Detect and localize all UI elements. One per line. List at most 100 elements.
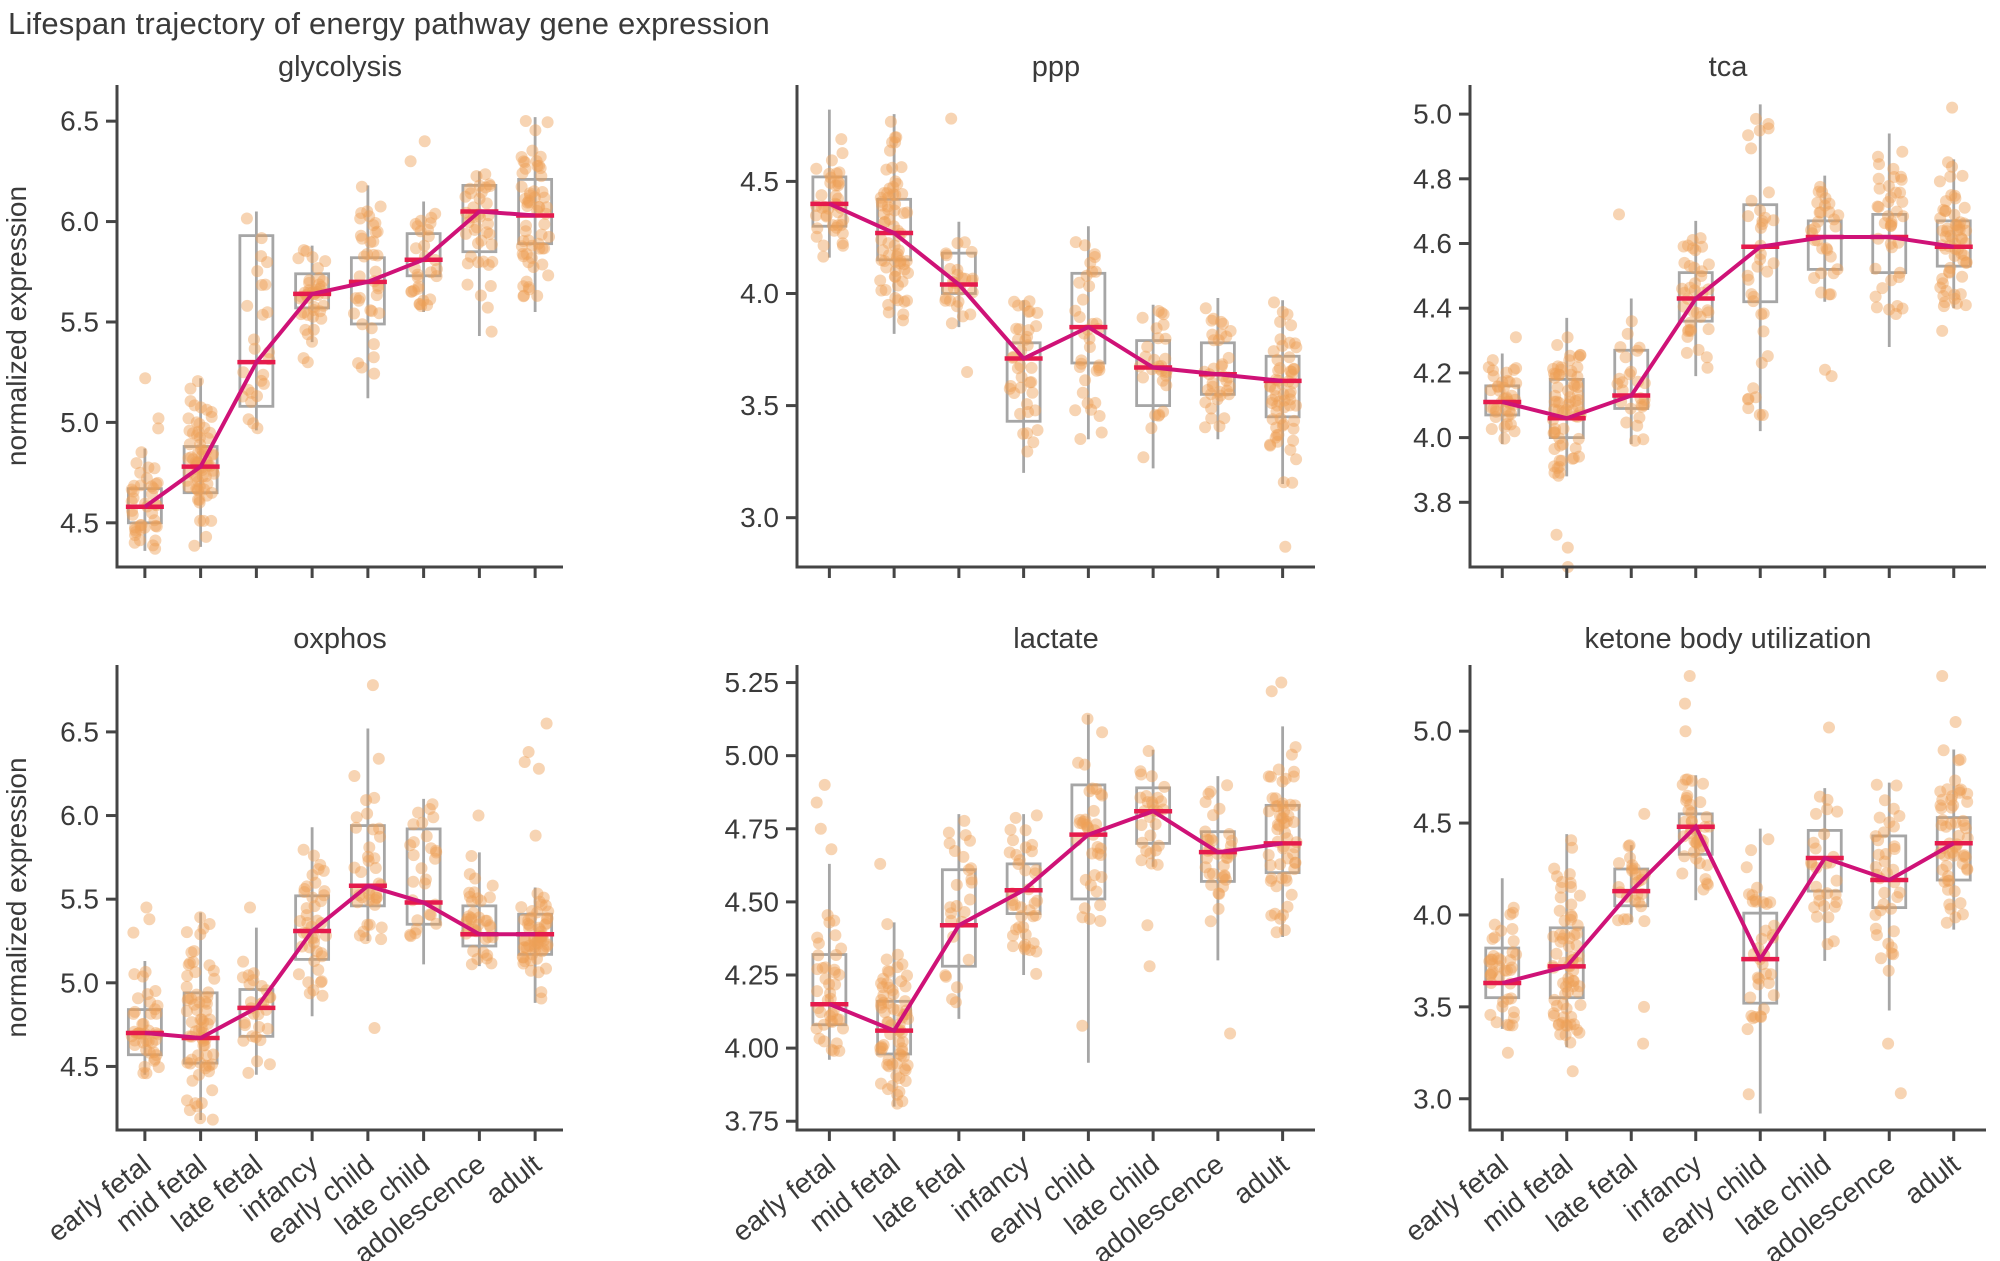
data-point [874,857,887,870]
data-point [533,895,546,908]
data-point [1025,845,1038,858]
data-point [877,972,890,985]
data-point [1274,858,1287,871]
data-point [193,496,206,509]
data-point [1083,912,1096,925]
y-tick-label: 4.50 [725,886,780,917]
data-point [255,232,268,245]
data-point [1271,800,1284,813]
data-point [817,239,830,252]
data-point [519,162,532,175]
data-point [1878,217,1891,230]
data-point [1207,334,1220,347]
data-point [1873,811,1886,824]
data-point [411,271,424,284]
data-point [1701,361,1714,374]
data-point [1264,770,1277,783]
data-point [1809,842,1822,855]
data-point [313,278,326,291]
data-point [880,163,893,176]
data-point [1507,901,1520,914]
data-point [1135,854,1148,867]
data-point [142,1035,155,1048]
data-point [1872,150,1884,163]
data-point [523,922,536,935]
data-point [1288,765,1300,778]
data-point [1547,930,1560,943]
data-point [1753,408,1766,421]
y-tick-label: 6.5 [60,716,99,747]
data-point [887,188,900,201]
data-point [194,514,207,527]
data-point [1074,433,1087,445]
data-point [1270,926,1283,939]
data-point [540,917,553,930]
data-point [895,161,908,174]
data-point [1093,359,1106,372]
y-tick-label: 3.5 [740,390,779,421]
data-point [418,135,431,148]
box [1548,377,1585,440]
data-point [1957,814,1970,827]
data-point [901,294,913,307]
data-point [364,236,377,249]
data-point [1137,451,1150,464]
data-point [371,249,384,262]
data-point [1695,265,1708,278]
data-point [1887,863,1900,876]
data-point [1014,381,1027,394]
data-point [472,809,485,822]
box-whisker-layer [126,117,554,551]
y-tick-label: 5.0 [1413,99,1452,130]
data-point [1281,900,1294,913]
data-point [518,941,530,954]
data-point [473,179,486,192]
data-point [874,274,887,287]
data-point [1678,286,1691,299]
data-point [1142,745,1155,757]
data-point [242,969,255,982]
data-point [300,902,313,915]
data-point [1870,778,1883,791]
data-point [1501,1046,1514,1059]
data-point [889,188,902,201]
data-point [1948,189,1961,202]
data-point [184,1057,197,1070]
data-point [1548,371,1561,384]
data-point [1680,794,1693,807]
data-point [1954,753,1967,766]
data-point [1553,904,1566,917]
data-point [833,1044,846,1057]
data-point [533,159,546,172]
data-point [1759,211,1772,224]
data-point [149,542,162,555]
data-point [1159,332,1172,345]
data-point [316,950,328,963]
data-point [1684,798,1697,811]
data-point [515,901,528,914]
data-point [1083,280,1096,293]
data-point [242,1066,255,1079]
data-point [468,886,481,899]
data-point [1549,422,1562,435]
data-point [367,823,380,836]
data-point [830,949,843,961]
data-point [1288,414,1301,427]
data-point [297,843,310,856]
data-point [1565,834,1578,847]
data-point [192,446,205,459]
data-point [419,873,432,886]
data-point [1019,938,1032,951]
data-point [1741,269,1754,282]
data-point [1137,371,1149,384]
data-point [883,213,896,226]
data-point [1555,454,1568,467]
box [1806,829,1843,893]
data-point [1272,428,1285,441]
data-point [1760,897,1773,910]
data-point [892,279,904,292]
data-point [129,526,142,538]
data-point [1681,773,1694,786]
data-point [1571,370,1584,383]
data-point [1265,909,1278,922]
